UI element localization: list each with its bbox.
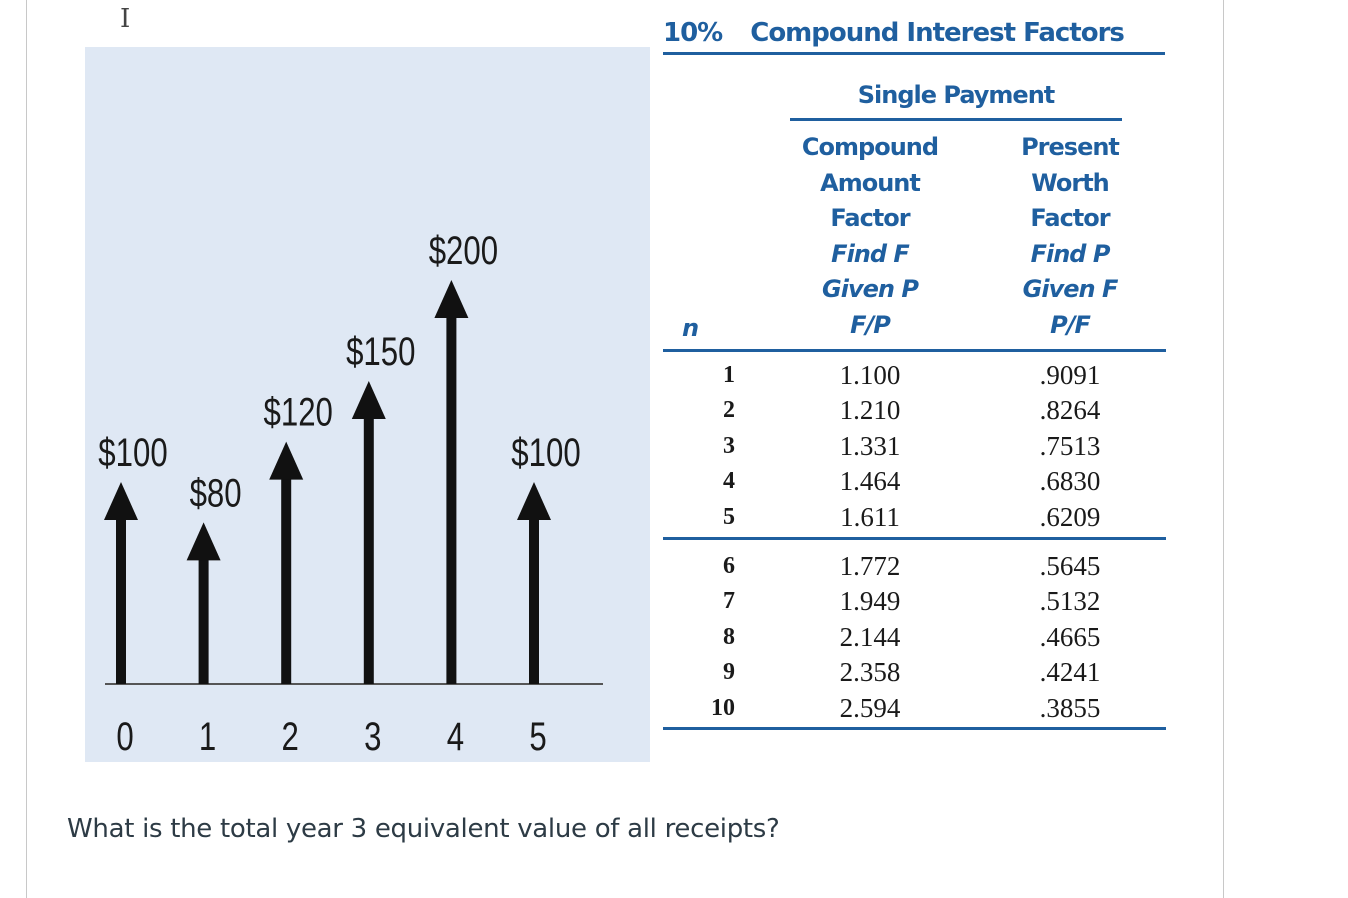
year-label: 4 — [447, 714, 464, 759]
column-header-n: n — [681, 314, 699, 342]
pf-factor-cell: .6209 — [1039, 501, 1101, 532]
content-border-left — [26, 0, 27, 898]
bottom-rule — [663, 727, 1166, 730]
content-border-right — [1223, 0, 1224, 898]
pf-factor-cell: .7513 — [1039, 430, 1101, 461]
cash-flow-amount-label: $120 — [264, 390, 333, 435]
text-cursor-icon: I — [120, 4, 131, 34]
cash-flow-arrowhead — [104, 482, 138, 520]
fp-factor-cell: 1.464 — [839, 466, 901, 497]
pf-header-line: Find P — [1030, 239, 1111, 268]
table-row: 9 2.358 .4241 — [663, 655, 1166, 690]
pf-factor-cell: .8264 — [1039, 395, 1101, 426]
cash-flow-arrowhead — [269, 441, 304, 480]
period-cell: 3 — [723, 432, 735, 459]
cash-flow-amount-label: $150 — [346, 329, 415, 374]
fp-factor-cell: 1.772 — [839, 551, 901, 581]
middle-rule — [663, 537, 1166, 540]
fp-header-line: Given P — [822, 275, 919, 304]
pf-factor-cell: .5645 — [1039, 551, 1101, 581]
pf-factor-cell: .5132 — [1039, 586, 1101, 617]
year-label: 2 — [282, 714, 299, 759]
cash-flow-svg: $100 0 $80 1 $120 2 $150 3 $200 4 $100 5 — [98, 228, 603, 759]
table-row: 3 1.331 .7513 — [663, 429, 1166, 464]
cash-flow-arrowhead — [186, 522, 221, 561]
table-row: 8 2.144 .4665 — [663, 620, 1166, 655]
fp-factor-cell: 1.949 — [839, 586, 901, 617]
cash-flow-amount-label: $100 — [98, 430, 167, 475]
cash-flow-arrowhead — [517, 482, 551, 520]
pf-factor-cell: .6830 — [1039, 466, 1101, 497]
fp-factor-cell: 1.611 — [840, 501, 900, 532]
question-text: What is the total year 3 equivalent valu… — [67, 814, 780, 844]
cash-flow-arrowhead — [434, 280, 469, 318]
table-row: 2 1.210 .8264 — [663, 393, 1166, 428]
pf-header-line: Given F — [1022, 275, 1119, 304]
pf-factor-cell: .4665 — [1039, 621, 1101, 652]
period-cell: 8 — [723, 623, 735, 650]
cash-flow-amount-label: $80 — [190, 471, 242, 516]
pf-factor-cell: .3855 — [1039, 692, 1101, 723]
table-title-text: Compound Interest Factors — [750, 18, 1125, 48]
group-header-single-payment: Single Payment — [790, 76, 1122, 121]
cash-flow-amount-label: $100 — [511, 430, 580, 475]
fp-factor-cell: 2.144 — [839, 621, 901, 652]
period-cell: 7 — [723, 588, 735, 615]
pf-header-line: Factor — [1030, 204, 1110, 233]
fp-header-line: F/P — [850, 310, 891, 339]
period-cell: 9 — [723, 659, 735, 686]
table-row: 4 1.464 .6830 — [663, 464, 1166, 499]
fp-factor-cell: 1.331 — [839, 430, 901, 461]
header-rule — [663, 349, 1166, 352]
fp-factor-cell: 1.210 — [839, 395, 901, 426]
fp-header-line: Factor — [830, 204, 910, 233]
period-cell: 6 — [723, 553, 735, 579]
fp-factor-cell: 1.100 — [839, 360, 901, 390]
table-row: 7 1.949 .5132 — [663, 584, 1166, 619]
column-header-pf: Present Worth Factor Find P Given F P/F — [990, 130, 1150, 344]
table-title: 10% Compound Interest Factors — [663, 18, 1165, 55]
fp-header-line: Compound — [801, 133, 939, 161]
fp-header-line: Amount — [820, 168, 921, 197]
period-cell: 10 — [711, 694, 735, 721]
column-header-fp: Compound Amount Factor Find F Given P F/P — [780, 130, 960, 344]
year-label: 5 — [529, 714, 546, 759]
fp-header-line: Find F — [831, 239, 910, 268]
pf-header-line: Worth — [1031, 168, 1110, 197]
period-cell: 4 — [723, 468, 735, 495]
period-cell: 1 — [723, 362, 735, 388]
year-label: 0 — [116, 714, 133, 759]
table-row: 1 1.100 .9091 — [663, 358, 1166, 393]
fp-factor-cell: 2.594 — [839, 692, 901, 723]
table-row: 6 1.772 .5645 — [663, 549, 1166, 584]
factor-rows-1-5: 1 1.100 .9091 2 1.210 .8264 3 1.331 .7513 4 1.464.… — [663, 358, 1166, 535]
cash-flow-diagram: $100 0 $80 1 $120 2 $150 3 $200 4 $100 5 — [85, 47, 650, 762]
pf-header-line: P/F — [1050, 310, 1091, 339]
fp-factor-cell: 2.358 — [839, 657, 901, 688]
factor-rows-6-10: 6 1.772 .5645 7 1.949 .5132 8 2.144 .4665 9 2.358.… — [663, 549, 1166, 726]
pf-header-line: Present — [1021, 133, 1120, 161]
interest-rate: 10% — [663, 18, 723, 48]
pf-factor-cell: .4241 — [1039, 657, 1101, 688]
cash-flow-arrowhead — [351, 381, 386, 419]
pf-factor-cell: .9091 — [1039, 360, 1101, 390]
period-cell: 5 — [723, 503, 735, 530]
table-row: 10 2.594 .3855 — [663, 691, 1166, 726]
cash-flow-amount-label: $200 — [429, 228, 498, 273]
year-label: 3 — [364, 714, 381, 759]
period-cell: 2 — [723, 397, 735, 424]
year-label: 1 — [199, 714, 216, 759]
table-row: 5 1.611 .6209 — [663, 500, 1166, 535]
